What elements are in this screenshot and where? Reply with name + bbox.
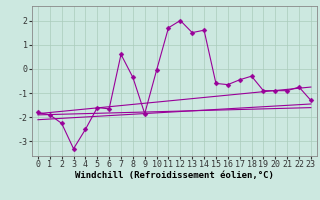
X-axis label: Windchill (Refroidissement éolien,°C): Windchill (Refroidissement éolien,°C) <box>75 171 274 180</box>
